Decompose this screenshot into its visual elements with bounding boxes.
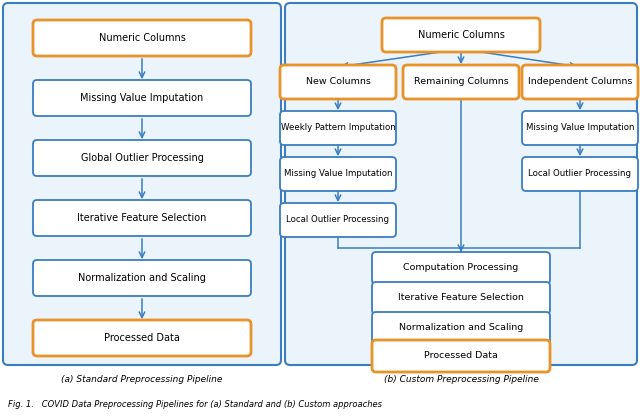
- FancyBboxPatch shape: [280, 203, 396, 237]
- FancyBboxPatch shape: [33, 200, 251, 236]
- Text: Normalization and Scaling: Normalization and Scaling: [399, 324, 523, 332]
- Text: New Columns: New Columns: [305, 77, 371, 87]
- FancyBboxPatch shape: [280, 157, 396, 191]
- Text: Remaining Columns: Remaining Columns: [413, 77, 508, 87]
- Text: Weekly Pattern Imputation: Weekly Pattern Imputation: [280, 123, 396, 133]
- Text: Missing Value Imputation: Missing Value Imputation: [525, 123, 634, 133]
- Text: Missing Value Imputation: Missing Value Imputation: [81, 93, 204, 103]
- FancyBboxPatch shape: [372, 312, 550, 344]
- FancyBboxPatch shape: [33, 20, 251, 56]
- FancyBboxPatch shape: [372, 282, 550, 314]
- FancyBboxPatch shape: [285, 3, 637, 365]
- Text: Normalization and Scaling: Normalization and Scaling: [78, 273, 206, 283]
- FancyBboxPatch shape: [3, 3, 281, 365]
- FancyBboxPatch shape: [522, 65, 638, 99]
- FancyBboxPatch shape: [33, 140, 251, 176]
- FancyBboxPatch shape: [372, 340, 550, 372]
- FancyBboxPatch shape: [522, 157, 638, 191]
- FancyBboxPatch shape: [33, 320, 251, 356]
- FancyBboxPatch shape: [522, 111, 638, 145]
- Text: Iterative Feature Selection: Iterative Feature Selection: [77, 213, 207, 223]
- Text: Computation Processing: Computation Processing: [403, 263, 518, 273]
- Text: Local Outlier Processing: Local Outlier Processing: [287, 216, 390, 224]
- FancyBboxPatch shape: [33, 80, 251, 116]
- Text: Iterative Feature Selection: Iterative Feature Selection: [398, 293, 524, 303]
- FancyBboxPatch shape: [372, 252, 550, 284]
- Text: Independent Columns: Independent Columns: [528, 77, 632, 87]
- Text: Processed Data: Processed Data: [104, 333, 180, 343]
- FancyBboxPatch shape: [280, 111, 396, 145]
- FancyBboxPatch shape: [403, 65, 519, 99]
- Text: Global Outlier Processing: Global Outlier Processing: [81, 153, 204, 163]
- FancyBboxPatch shape: [382, 18, 540, 52]
- Text: Numeric Columns: Numeric Columns: [99, 33, 186, 43]
- Text: (b) Custom Preprocessing Pipeline: (b) Custom Preprocessing Pipeline: [383, 375, 538, 384]
- FancyBboxPatch shape: [33, 260, 251, 296]
- Text: Fig. 1.   COVID Data Preprocessing Pipelines for (a) Standard and (b) Custom app: Fig. 1. COVID Data Preprocessing Pipelin…: [8, 400, 382, 409]
- Text: (a) Standard Preprocessing Pipeline: (a) Standard Preprocessing Pipeline: [61, 375, 223, 384]
- Text: Numeric Columns: Numeric Columns: [417, 30, 504, 40]
- Text: Missing Value Imputation: Missing Value Imputation: [284, 170, 392, 178]
- Text: Processed Data: Processed Data: [424, 352, 498, 360]
- FancyBboxPatch shape: [280, 65, 396, 99]
- Text: Local Outlier Processing: Local Outlier Processing: [529, 170, 632, 178]
